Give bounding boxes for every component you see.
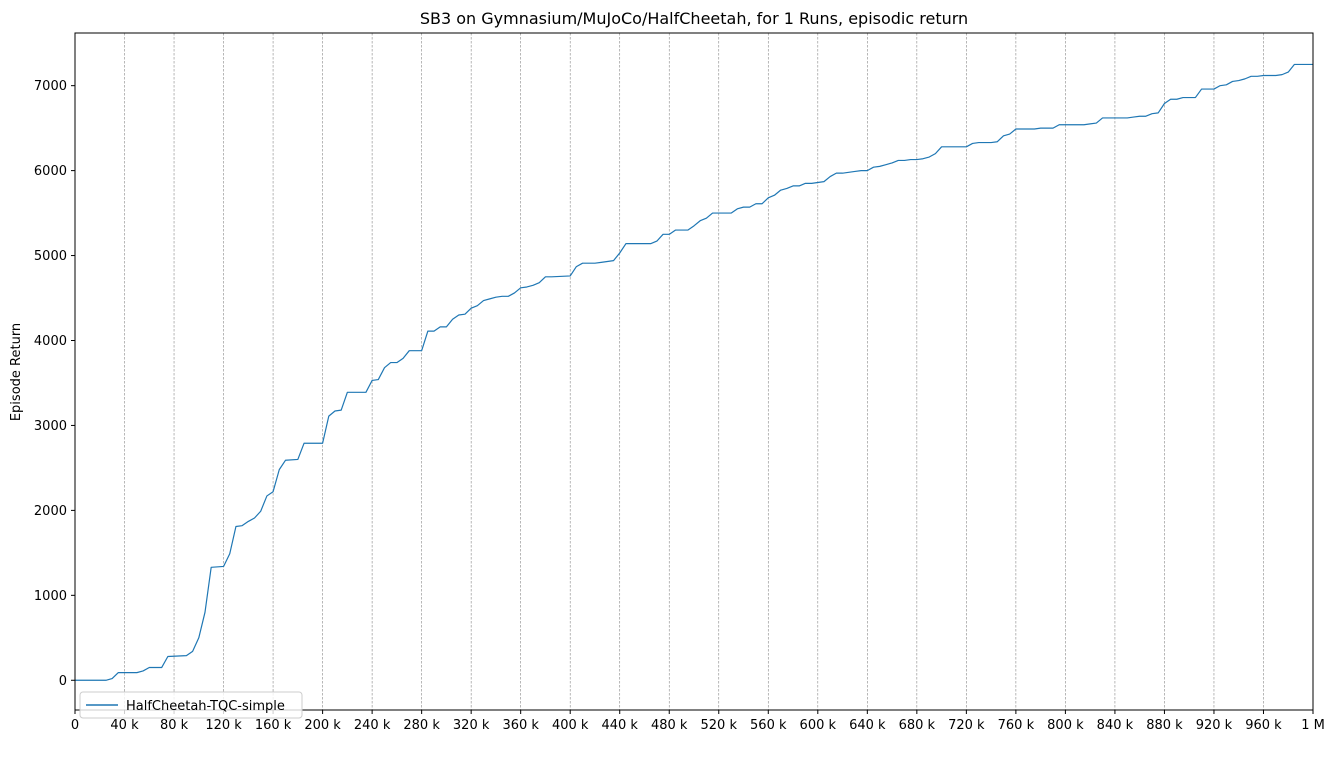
x-tick-label: 320 k <box>453 718 490 733</box>
x-tick-label: 1 M <box>1301 718 1325 733</box>
y-tick-label: 0 <box>59 674 67 689</box>
y-tick-label: 6000 <box>34 164 67 179</box>
plot-frame <box>74 32 1314 711</box>
x-tick-label: 760 k <box>998 718 1035 733</box>
x-tick-label: 0 <box>71 718 79 733</box>
legend-label: HalfCheetah-TQC-simple <box>126 699 285 714</box>
x-tick-label: 440 k <box>601 718 638 733</box>
legend-box <box>79 691 303 719</box>
x-tick-label: 640 k <box>849 718 886 733</box>
series-line <box>75 63 1313 681</box>
x-tick-label: 800 k <box>1047 718 1084 733</box>
x-tick-label: 920 k <box>1196 718 1233 733</box>
y-tick-label: 1000 <box>34 589 67 604</box>
x-tick-label: 80 k <box>160 718 189 733</box>
x-tick-label: 600 k <box>800 718 837 733</box>
x-tick-label: 40 k <box>110 718 139 733</box>
x-tick-label: 960 k <box>1245 718 1282 733</box>
y-axis-label: Episode Return <box>9 323 24 421</box>
y-tick-label: 5000 <box>34 249 67 264</box>
x-tick-label: 400 k <box>552 718 589 733</box>
x-tick-label: 160 k <box>255 718 292 733</box>
x-tick-label: 240 k <box>354 718 391 733</box>
x-axis: 0 40 k 80 k 120 k 160 k 200 k 240 k 280 k 320 k 3… <box>71 710 1325 733</box>
legend: HalfCheetah-TQC-simple <box>79 691 303 719</box>
x-tick-label: 680 k <box>899 718 936 733</box>
x-tick-label: 480 k <box>651 718 688 733</box>
x-tick-label: 280 k <box>403 718 440 733</box>
x-tick-label: 720 k <box>948 718 985 733</box>
y-tick-label: 4000 <box>34 334 67 349</box>
x-tick-label: 560 k <box>750 718 787 733</box>
x-tick-label: 360 k <box>502 718 539 733</box>
x-tick-label: 120 k <box>205 718 242 733</box>
y-tick-label: 2000 <box>34 504 67 519</box>
chart-title: SB3 on Gymnasium/MuJoCo/HalfCheetah, for… <box>420 9 968 28</box>
x-tick-label: 520 k <box>701 718 738 733</box>
y-axis: 0 1000 2000 3000 4000 5000 6000 7000 <box>34 79 75 689</box>
x-tick-label: 200 k <box>304 718 341 733</box>
y-tick-label: 7000 <box>34 79 67 94</box>
y-tick-label: 3000 <box>34 419 67 434</box>
plot-area <box>75 63 1313 681</box>
x-tick-label: 880 k <box>1146 718 1183 733</box>
x-tick-label: 840 k <box>1097 718 1134 733</box>
grid-lines <box>124 33 1264 710</box>
